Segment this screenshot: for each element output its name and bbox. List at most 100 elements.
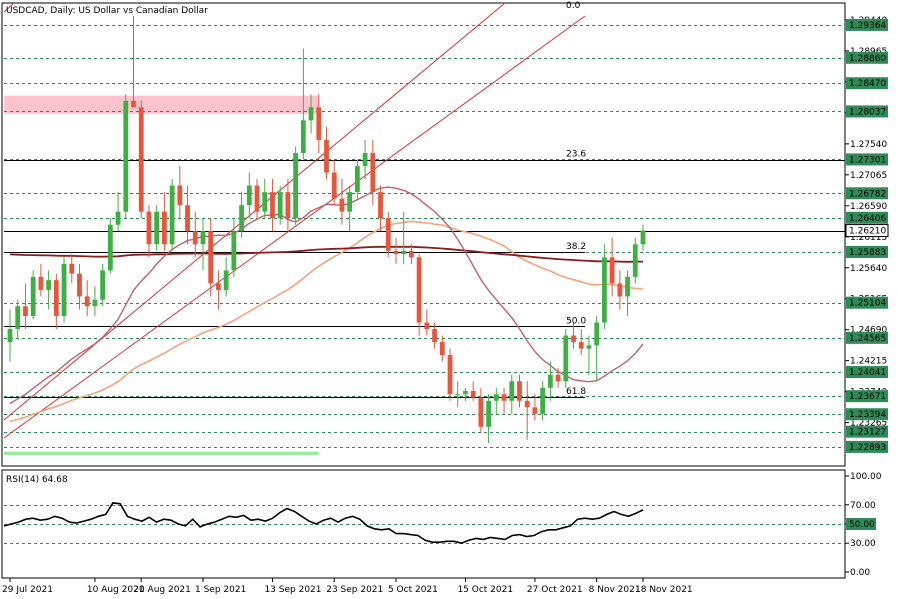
price-tag-label: 1.23394 (849, 410, 886, 420)
candle-bull (123, 100, 129, 212)
candle-bull (547, 374, 553, 388)
price-tag-label: 1.24565 (849, 334, 886, 344)
price-tag (846, 187, 888, 200)
price-tag-label: 1.28037 (849, 107, 886, 117)
price-tag (846, 211, 888, 224)
chart-title: USDCAD, Daily: US Dollar vs Canadian Dol… (6, 6, 208, 16)
price-tag-label: 1.24041 (849, 368, 886, 378)
candle-bull (300, 120, 306, 153)
price-tag (846, 51, 888, 64)
candle-bear (578, 342, 584, 349)
rsi-tick-label: 50.00 (849, 520, 875, 530)
candle-bear (378, 192, 383, 219)
price-tick-label: 1.27540 (850, 140, 887, 150)
candle-bear (424, 322, 430, 330)
candle-bear (617, 283, 623, 297)
candle-bear (432, 329, 437, 343)
ma-fast-line (9, 186, 644, 405)
price-tag (846, 366, 888, 379)
candle-bull (563, 335, 569, 382)
channel-line-lower (3, 2, 506, 421)
candle-bear (146, 211, 152, 245)
candle-bull (354, 166, 360, 193)
channel-lines-layer (3, 2, 586, 439)
ma-slow-line (9, 245, 644, 263)
candle-bear (555, 374, 561, 382)
time-tick-label: 8 Nov 2021 (589, 585, 641, 595)
candle-bull (509, 381, 515, 401)
price-tag (846, 331, 888, 344)
candle-bear (439, 342, 445, 356)
candle-bear (177, 185, 183, 206)
candle-bear (524, 400, 530, 408)
rsi-line (3, 502, 644, 545)
price-tag-label: 1.27301 (849, 155, 886, 165)
candle-bull (200, 231, 206, 245)
rsi-tick-label: 100.00 (850, 472, 882, 482)
candle-bull (246, 185, 252, 206)
candle-bear (416, 257, 422, 323)
time-tick-label: 29 Jul 2021 (2, 585, 53, 595)
candle-bear (270, 192, 275, 219)
candle-bear (84, 296, 90, 307)
price-tag (846, 18, 888, 31)
candle-bear (285, 192, 291, 219)
candle-bull (115, 211, 121, 225)
price-tag (846, 153, 888, 166)
candle-bear (23, 306, 28, 317)
candle-bull (362, 152, 368, 167)
candle-bear (316, 107, 322, 140)
candle-bull (7, 329, 13, 343)
candle-bull (15, 306, 21, 330)
time-tick-label: 1 Sep 2021 (195, 585, 246, 595)
candle-bull (347, 192, 353, 212)
price-tag (846, 440, 888, 453)
fib-label: 23.6 (566, 150, 586, 160)
candle-bear (447, 355, 453, 395)
price-tick-label: 1.24215 (850, 357, 887, 367)
ma-mid-line (9, 220, 644, 423)
zones-layer (4, 95, 319, 455)
candle-bull (625, 276, 630, 297)
candle-bear (192, 231, 198, 245)
candle-bull (107, 224, 113, 271)
candle-bear (131, 100, 136, 108)
candle-bear (517, 381, 522, 401)
fib-label: 61.8 (566, 387, 586, 397)
price-tick-label: 1.26590 (850, 202, 887, 212)
candle-bear (216, 283, 221, 290)
price-tick-label: 1.27065 (850, 171, 887, 181)
fibonacci-labels-layer: 0.0 23.6 38.2 50.0 61.8 (566, 1, 586, 397)
price-tag (846, 245, 888, 258)
price-tag (846, 425, 888, 438)
candle-bull (401, 250, 407, 255)
candle-bull (486, 400, 492, 427)
price-tag-label: 1.28860 (849, 54, 886, 64)
candle-bear (185, 205, 190, 232)
moving-averages-layer (9, 186, 644, 423)
candle-bull (455, 394, 461, 396)
price-tick-label: 1.23265 (850, 419, 887, 429)
candle-bear (324, 139, 329, 173)
candle-bull (46, 280, 51, 290)
price-tag (846, 390, 888, 403)
rsi-title: RSI(14) 64.68 (6, 475, 68, 485)
candle-bull (594, 322, 600, 346)
candle-bull (293, 152, 299, 219)
candle-bear (161, 211, 167, 245)
rsi-tick-label: 70.00 (850, 501, 876, 511)
resistance-zone (4, 95, 319, 114)
price-tag-label: 1.25883 (849, 248, 886, 258)
candle-bull (30, 276, 36, 317)
candle-bear (501, 394, 507, 401)
candle-bull (61, 263, 67, 317)
channel-line-upper (3, 15, 586, 439)
rsi-tick-label: 0.00 (850, 568, 870, 578)
rsi-layer: 100.00 70.00 50.00 30.00 0.00 (3, 472, 882, 578)
candle-bull (463, 391, 468, 395)
candle-bear (370, 152, 376, 193)
candle-bull (262, 192, 268, 212)
candle-bull (632, 244, 638, 277)
